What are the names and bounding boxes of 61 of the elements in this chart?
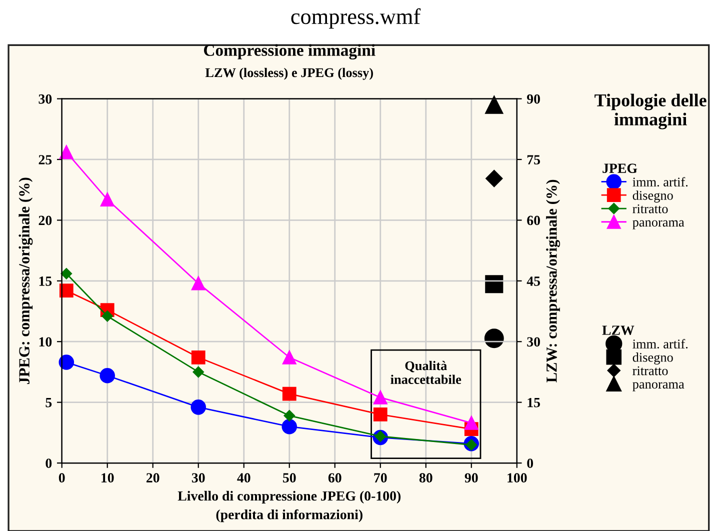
point <box>284 410 295 422</box>
legend-title: Tipologie delle immagini <box>594 94 706 130</box>
x-axis-title: Livello di compressione JPEG (0-100) (perdita di informazioni) <box>178 490 401 522</box>
x-tick-label: 60 <box>328 473 342 483</box>
x-tick-label: 70 <box>374 473 387 483</box>
point <box>191 276 206 290</box>
point <box>102 310 113 322</box>
point <box>282 418 298 434</box>
chart-subtitle: LZW (lossless) e JPEG (lossy) <box>205 68 373 80</box>
legend-label: panorama <box>632 382 684 392</box>
y-tick-label: 0 <box>46 458 52 468</box>
y2-tick-label: 90 <box>527 94 540 104</box>
point <box>282 386 296 401</box>
point <box>282 350 296 364</box>
x-tick-label: 90 <box>464 473 478 483</box>
point <box>464 416 478 430</box>
text: LZW <box>602 326 634 336</box>
legend-label: imm. artif. <box>632 339 688 349</box>
legend-label: imm. artif. <box>632 177 688 187</box>
point <box>191 350 206 364</box>
point <box>58 354 74 370</box>
text: JPEG <box>602 164 638 173</box>
annotation: Qualità inaccettabile <box>390 360 462 384</box>
y2-tick-label: 60 <box>527 216 540 226</box>
text: compress.wmf <box>291 8 421 29</box>
x-tick-label: 20 <box>146 473 160 483</box>
y-tick-label: 30 <box>38 94 52 104</box>
y-tick-label: 25 <box>38 155 52 164</box>
y2-tick-label: 75 <box>527 155 540 164</box>
legend-label: panorama <box>632 220 684 230</box>
x-tick-label: 40 <box>237 473 250 483</box>
point <box>59 284 74 298</box>
y-tick-label: 20 <box>38 216 52 226</box>
y2-tick-label: 45 <box>526 276 540 286</box>
x-tick-label: 100 <box>508 473 527 483</box>
point <box>373 390 388 404</box>
chart-title: Compressione immagini <box>204 44 376 60</box>
point <box>373 408 388 422</box>
x-tick-label: 30 <box>192 473 205 483</box>
legend-label: disegno <box>632 190 673 203</box>
y-tick-label: 5 <box>46 398 52 408</box>
x-tick-label: 10 <box>102 473 114 483</box>
y-tick-label: 15 <box>39 276 52 286</box>
y-tick-label: 10 <box>39 337 52 347</box>
y2-tick-label: 15 <box>528 398 540 408</box>
point <box>100 368 115 384</box>
point <box>60 268 72 280</box>
y-axis-title: JPEG: compressa/originale (%) <box>18 178 33 384</box>
x-tick-label: 50 <box>282 473 296 483</box>
point <box>192 366 204 378</box>
x-tick-label: 0 <box>58 473 65 483</box>
point <box>190 400 206 415</box>
legend-label: disegno <box>632 352 673 365</box>
legend-label: ritratto <box>632 366 668 376</box>
point <box>100 192 114 206</box>
y2-axis-title: LZW: compressa/originale (%) <box>546 180 560 382</box>
point <box>59 145 74 160</box>
y2-tick-label: 30 <box>527 337 540 347</box>
x-tick-label: 80 <box>419 473 432 483</box>
y2-tick-label: 0 <box>527 458 534 468</box>
legend-label: ritratto <box>632 204 668 214</box>
